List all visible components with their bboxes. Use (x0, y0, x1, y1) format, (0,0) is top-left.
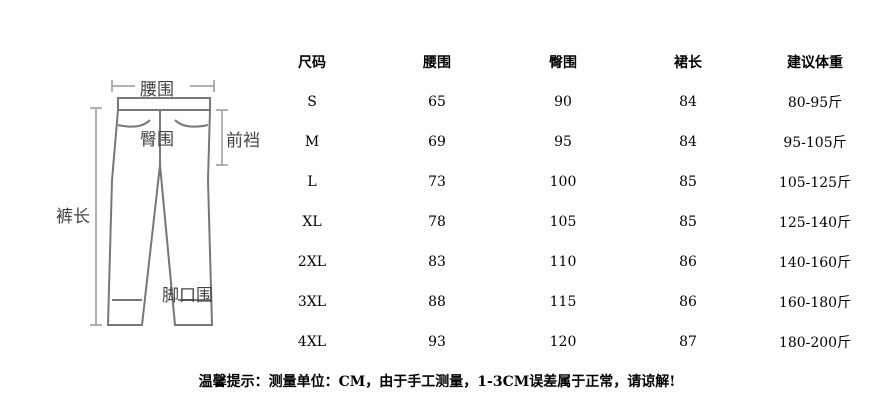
table-cell: 90 (554, 94, 572, 110)
table-cell: 84 (679, 94, 697, 110)
table-cell: 88 (428, 294, 446, 310)
table-cell: 93 (428, 334, 446, 350)
length-label: 裤长 (56, 207, 90, 227)
column-header: 尺码 (298, 55, 326, 71)
table-cell: 3XL (297, 294, 327, 310)
table-cell: 80-95斤 (787, 95, 843, 111)
table-cell: M (304, 134, 320, 150)
table-cell: 83 (428, 254, 446, 270)
table-cell: 105 (549, 214, 577, 230)
table-cell: 78 (428, 214, 446, 230)
hip-label: 臀围 (140, 130, 174, 150)
table-cell: 140-160斤 (778, 255, 852, 271)
table-cell: 2XL (297, 254, 327, 270)
column-header: 建议体重 (787, 55, 843, 71)
table-cell: 95-105斤 (783, 135, 847, 151)
table-cell: 85 (679, 214, 697, 230)
table-cell: S (307, 94, 317, 110)
table-cell: 180-200斤 (778, 335, 852, 351)
table-cell: 69 (428, 134, 446, 150)
front-rise-label: 前裆 (226, 131, 260, 151)
table-cell: 84 (679, 134, 697, 150)
table-cell: 110 (549, 254, 577, 270)
table-cell: 95 (554, 134, 572, 150)
table-cell: L (307, 174, 317, 190)
table-cell: 125-140斤 (778, 215, 852, 231)
table-cell: 73 (428, 174, 446, 190)
table-cell: 65 (428, 94, 446, 110)
hem-label: 脚口围 (162, 286, 213, 306)
column-header: 臀围 (549, 55, 577, 71)
table-cell: 105-125斤 (778, 175, 852, 191)
column-header: 裙长 (674, 55, 702, 71)
table-cell: 4XL (297, 334, 327, 350)
table-cell: 85 (679, 174, 697, 190)
table-cell: XL (302, 214, 322, 230)
table-cell: 86 (679, 294, 697, 310)
table-cell: 86 (679, 254, 697, 270)
waist-label: 腰围 (140, 80, 174, 100)
table-cell: 100 (549, 174, 577, 190)
measurement-note: 温馨提示：测量单位：CM，由于手工测量，1-3CM误差属于正常，请谅解! (198, 374, 676, 390)
table-cell: 160-180斤 (778, 295, 852, 311)
table-cell: 115 (549, 294, 577, 310)
column-header: 腰围 (423, 55, 451, 71)
table-cell: 87 (679, 334, 697, 350)
table-cell: 120 (549, 334, 577, 350)
